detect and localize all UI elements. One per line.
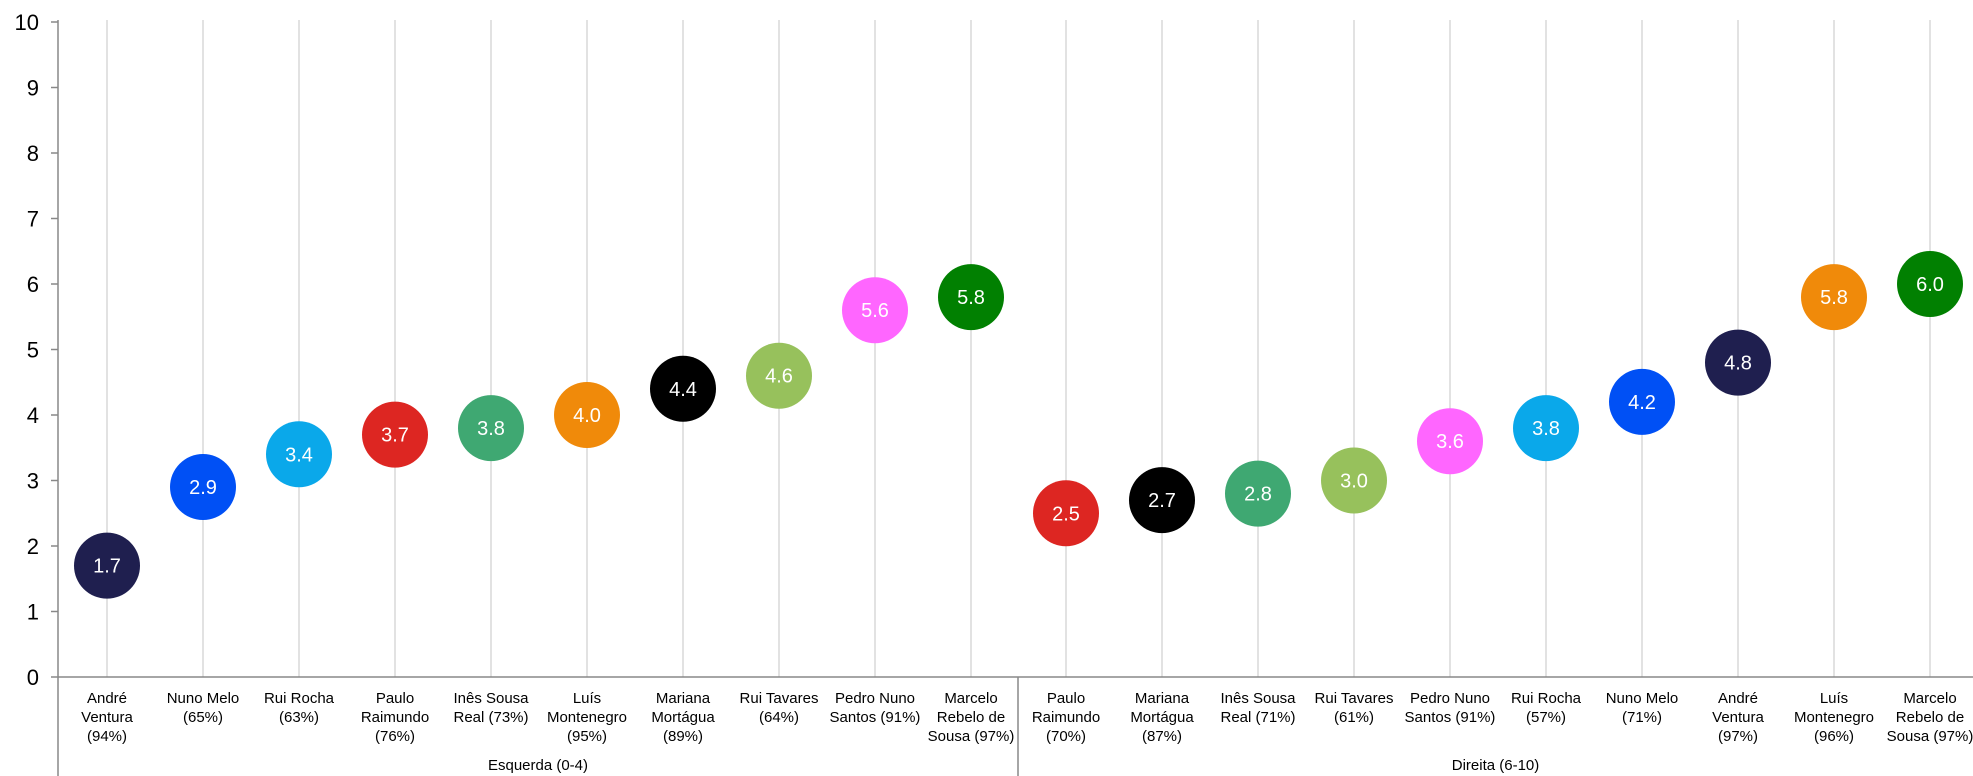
x-category-label: Nuno Melo (71%) (1606, 690, 1679, 726)
y-tick-label: 3 (27, 469, 39, 494)
x-category-label: Paulo Raimundo (70%) (1032, 690, 1100, 745)
x-category-label: Nuno Melo (65%) (167, 690, 240, 726)
data-point (1417, 408, 1483, 475)
group-labels: Esquerda (0-4) Direita (6-10) (488, 757, 1539, 774)
data-label: 4.4 (669, 379, 697, 401)
y-tick-label: 5 (27, 338, 39, 363)
y-tick-label: 0 (27, 665, 39, 690)
data-point (362, 401, 428, 468)
data-point (458, 395, 524, 462)
data-label: 4.2 (1628, 392, 1656, 414)
y-tick-label: 6 (27, 272, 39, 297)
data-label: 2.7 (1148, 490, 1176, 512)
y-tick-label: 8 (27, 141, 39, 166)
x-category-label: Pedro Nuno Santos (91%) (1405, 690, 1496, 726)
data-point (170, 454, 236, 521)
data-point (650, 355, 716, 422)
x-category-label: Inês Sousa Real (73%) (453, 690, 529, 726)
y-tick-label: 4 (27, 403, 39, 428)
x-category-label: Luís Montenegro (96%) (1794, 690, 1874, 745)
gridlines (106, 20, 1931, 677)
y-tick-label: 1 (27, 600, 39, 625)
y-tick-label: 9 (27, 76, 39, 101)
data-point (1705, 329, 1771, 396)
x-category-label: Pedro Nuno Santos (91%) (830, 690, 921, 726)
x-category-label: André Ventura (94%) (81, 690, 133, 745)
data-label: 4.8 (1724, 353, 1752, 375)
x-category-label: André Ventura (97%) (1712, 690, 1764, 745)
data-label: 2.5 (1052, 503, 1080, 525)
data-label: 2.8 (1244, 484, 1272, 506)
data-label: 6.0 (1916, 274, 1944, 296)
x-category-label: Paulo Raimundo (76%) (361, 690, 429, 745)
data-label: 3.8 (477, 418, 505, 440)
data-label: 1.7 (93, 556, 121, 578)
data-point (746, 342, 812, 409)
data-label: 5.8 (1820, 287, 1848, 309)
x-category-label: Mariana Mortágua (89%) (651, 690, 715, 745)
y-tick-label: 2 (27, 534, 39, 559)
x-category-label: Marcelo Rebelo de Sousa (97%) (928, 690, 1015, 745)
data-label: 4.0 (573, 405, 601, 427)
x-category-label: Marcelo Rebelo de Sousa (97%) (1887, 690, 1973, 745)
data-point (74, 532, 140, 599)
data-point (938, 264, 1004, 331)
data-label: 5.6 (861, 300, 889, 322)
data-point (1033, 480, 1099, 547)
data-point (842, 277, 908, 344)
data-label: 3.7 (381, 425, 409, 447)
data-point (1129, 467, 1195, 534)
data-points: 1.7 2.9 3.4 3.7 3.8 4.0 4.4 4.6 5.6 5.8 2.5 2.7 2.8 3… (74, 251, 1963, 599)
data-point (1609, 368, 1675, 435)
data-label: 3.8 (1532, 418, 1560, 440)
data-label: 2.9 (189, 477, 217, 499)
data-label: 3.4 (285, 444, 313, 466)
x-category-label: Luís Montenegro (95%) (547, 690, 627, 745)
x-category-label: Inês Sousa Real (71%) (1220, 690, 1296, 726)
group-label: Direita (6-10) (1452, 757, 1540, 774)
axes (57, 20, 1973, 776)
data-point (1897, 251, 1963, 317)
data-point (266, 421, 332, 488)
x-axis-categories: André Ventura (94%) Nuno Melo (65%) Rui Rocha… (81, 690, 1973, 745)
x-category-label: Rui Tavares (61%) (1315, 690, 1394, 726)
x-category-label: Rui Rocha (57%) (1511, 690, 1582, 726)
data-point (1321, 447, 1387, 514)
x-category-label: Rui Rocha (63%) (264, 690, 335, 726)
data-label: 4.6 (765, 366, 793, 388)
x-category-label: Rui Tavares (64%) (740, 690, 819, 726)
group-label: Esquerda (0-4) (488, 757, 588, 774)
data-point (1801, 264, 1867, 331)
data-point (1225, 460, 1291, 527)
x-category-label: Mariana Mortágua (87%) (1130, 690, 1194, 745)
y-tick-label: 10 (15, 10, 39, 35)
data-label: 3.0 (1340, 471, 1368, 493)
y-axis-ticks: 0 1 2 3 4 5 6 7 8 9 10 (15, 10, 58, 690)
y-tick-label: 7 (27, 207, 39, 232)
data-label: 3.6 (1436, 431, 1464, 453)
data-point (1513, 395, 1579, 462)
data-label: 5.8 (957, 287, 985, 309)
data-point (554, 382, 620, 448)
